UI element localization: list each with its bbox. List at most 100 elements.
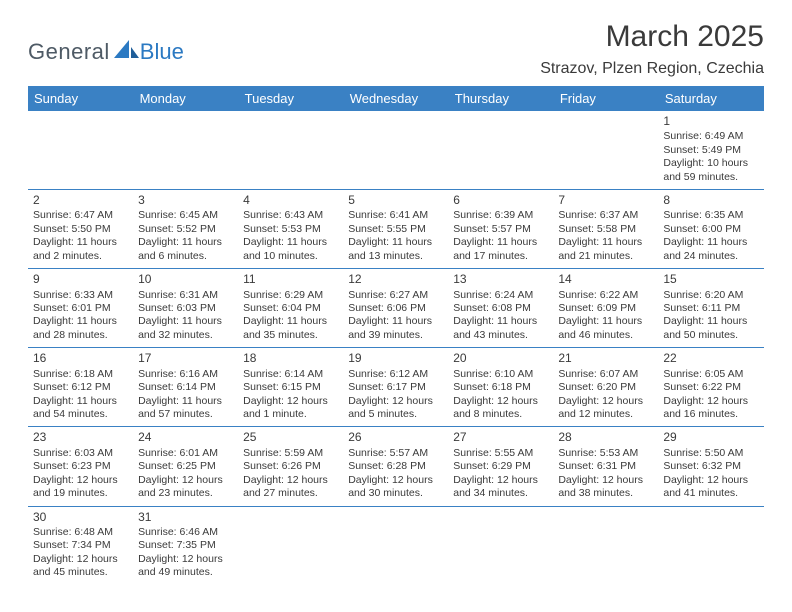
sunset-label: Sunset: 5:57 PM (453, 223, 548, 236)
calendar-body: 1Sunrise: 6:49 AMSunset: 5:49 PMDaylight… (28, 111, 764, 585)
sunset-label: Sunset: 6:01 PM (33, 302, 128, 315)
calendar-cell: 28Sunrise: 5:53 AMSunset: 6:31 PMDayligh… (553, 427, 658, 506)
day-number: 2 (33, 193, 128, 208)
day-number: 3 (138, 193, 233, 208)
calendar-cell: 6Sunrise: 6:39 AMSunset: 5:57 PMDaylight… (448, 190, 553, 269)
calendar-cell: 2Sunrise: 6:47 AMSunset: 5:50 PMDaylight… (28, 190, 133, 269)
daylight-label: Daylight: 11 hours and 32 minutes. (138, 315, 233, 342)
daylight-label: Daylight: 11 hours and 50 minutes. (663, 315, 758, 342)
daylight-label: Daylight: 11 hours and 21 minutes. (558, 236, 653, 263)
daylight-label: Daylight: 11 hours and 13 minutes. (348, 236, 443, 263)
calendar-cell: 21Sunrise: 6:07 AMSunset: 6:20 PMDayligh… (553, 348, 658, 427)
day-number: 23 (33, 430, 128, 445)
calendar-cell (343, 506, 448, 585)
day-number: 5 (348, 193, 443, 208)
calendar-cell: 14Sunrise: 6:22 AMSunset: 6:09 PMDayligh… (553, 269, 658, 348)
sunrise-label: Sunrise: 6:10 AM (453, 368, 548, 381)
sunset-label: Sunset: 6:14 PM (138, 381, 233, 394)
daylight-label: Daylight: 12 hours and 8 minutes. (453, 395, 548, 422)
calendar-cell: 31Sunrise: 6:46 AMSunset: 7:35 PMDayligh… (133, 506, 238, 585)
daylight-label: Daylight: 12 hours and 38 minutes. (558, 474, 653, 501)
calendar-cell: 3Sunrise: 6:45 AMSunset: 5:52 PMDaylight… (133, 190, 238, 269)
sunset-label: Sunset: 6:22 PM (663, 381, 758, 394)
calendar-cell: 9Sunrise: 6:33 AMSunset: 6:01 PMDaylight… (28, 269, 133, 348)
sunrise-label: Sunrise: 5:59 AM (243, 447, 338, 460)
sunset-label: Sunset: 6:03 PM (138, 302, 233, 315)
sunrise-label: Sunrise: 6:20 AM (663, 289, 758, 302)
logo: General Blue (28, 20, 184, 65)
calendar-cell: 23 Sunrise: 6:03 AMSunset: 6:23 PMDayligh… (28, 427, 133, 506)
daylight-label: Daylight: 12 hours and 12 minutes. (558, 395, 653, 422)
calendar-cell: 25 Sunrise: 5:59 AMSunset: 6:26 PMDayligh… (238, 427, 343, 506)
day-number: 15 (663, 272, 758, 287)
sunset-label: Sunset: 6:00 PM (663, 223, 758, 236)
calendar-cell: 12Sunrise: 6:27 AMSunset: 6:06 PMDayligh… (343, 269, 448, 348)
sunrise-label: Sunrise: 6:07 AM (558, 368, 653, 381)
sunrise-label: Sunrise: 6:41 AM (348, 209, 443, 222)
calendar-cell: 17Sunrise: 6:16 AMSunset: 6:14 PMDayligh… (133, 348, 238, 427)
dayhead-sunday: Sunday (28, 86, 133, 111)
sunrise-label: Sunrise: 6:27 AM (348, 289, 443, 302)
dayhead-wednesday: Wednesday (343, 86, 448, 111)
daylight-label: Daylight: 11 hours and 54 minutes. (33, 395, 128, 422)
calendar-cell: 13Sunrise: 6:24 AMSunset: 6:08 PMDayligh… (448, 269, 553, 348)
daylight-label: Daylight: 12 hours and 30 minutes. (348, 474, 443, 501)
day-number: 18 (243, 351, 338, 366)
calendar-cell: 1Sunrise: 6:49 AMSunset: 5:49 PMDaylight… (658, 111, 763, 190)
calendar-table: Sunday Monday Tuesday Wednesday Thursday… (28, 86, 764, 585)
calendar-cell: 29Sunrise: 5:50 AMSunset: 6:32 PMDayligh… (658, 427, 763, 506)
calendar-cell: 15Sunrise: 6:20 AMSunset: 6:11 PMDayligh… (658, 269, 763, 348)
sunset-label: Sunset: 7:35 PM (138, 539, 233, 552)
dayhead-tuesday: Tuesday (238, 86, 343, 111)
sunset-label: Sunset: 6:25 PM (138, 460, 233, 473)
daylight-label: Daylight: 11 hours and 10 minutes. (243, 236, 338, 263)
daylight-label: Daylight: 12 hours and 27 minutes. (243, 474, 338, 501)
calendar-week-row: 1Sunrise: 6:49 AMSunset: 5:49 PMDaylight… (28, 111, 764, 190)
calendar-cell: 5Sunrise: 6:41 AMSunset: 5:55 PMDaylight… (343, 190, 448, 269)
day-number: 28 (558, 430, 653, 445)
sunrise-label: Sunrise: 6:39 AM (453, 209, 548, 222)
sunrise-label: Sunrise: 6:37 AM (558, 209, 653, 222)
sunrise-label: Sunrise: 6:03 AM (33, 447, 128, 460)
calendar-cell: 11Sunrise: 6:29 AMSunset: 6:04 PMDayligh… (238, 269, 343, 348)
sunrise-label: Sunrise: 6:24 AM (453, 289, 548, 302)
calendar-week-row: 9Sunrise: 6:33 AMSunset: 6:01 PMDaylight… (28, 269, 764, 348)
calendar-cell: 27Sunrise: 5:55 AMSunset: 6:29 PMDayligh… (448, 427, 553, 506)
day-number: 21 (558, 351, 653, 366)
sunset-label: Sunset: 7:34 PM (33, 539, 128, 552)
daylight-label: Daylight: 11 hours and 46 minutes. (558, 315, 653, 342)
sunset-label: Sunset: 6:15 PM (243, 381, 338, 394)
calendar-cell (28, 111, 133, 190)
sunset-label: Sunset: 5:52 PM (138, 223, 233, 236)
daylight-label: Daylight: 12 hours and 34 minutes. (453, 474, 548, 501)
daylight-label: Daylight: 11 hours and 2 minutes. (33, 236, 128, 263)
calendar-week-row: 2Sunrise: 6:47 AMSunset: 5:50 PMDaylight… (28, 190, 764, 269)
day-number: 25 (243, 430, 338, 445)
sunset-label: Sunset: 6:23 PM (33, 460, 128, 473)
sunset-label: Sunset: 6:26 PM (243, 460, 338, 473)
daylight-label: Daylight: 12 hours and 19 minutes. (33, 474, 128, 501)
page-title: March 2025 (540, 20, 764, 54)
calendar-cell: 4Sunrise: 6:43 AMSunset: 5:53 PMDaylight… (238, 190, 343, 269)
daylight-label: Daylight: 12 hours and 16 minutes. (663, 395, 758, 422)
calendar-cell: 24Sunrise: 6:01 AMSunset: 6:25 PMDayligh… (133, 427, 238, 506)
sunrise-label: Sunrise: 6:43 AM (243, 209, 338, 222)
sunset-label: Sunset: 6:32 PM (663, 460, 758, 473)
sunrise-label: Sunrise: 6:05 AM (663, 368, 758, 381)
dayhead-monday: Monday (133, 86, 238, 111)
sunrise-label: Sunrise: 6:33 AM (33, 289, 128, 302)
sunrise-label: Sunrise: 6:31 AM (138, 289, 233, 302)
sunrise-label: Sunrise: 6:35 AM (663, 209, 758, 222)
daylight-label: Daylight: 12 hours and 1 minute. (243, 395, 338, 422)
calendar-cell (238, 506, 343, 585)
sunset-label: Sunset: 6:28 PM (348, 460, 443, 473)
daylight-label: Daylight: 12 hours and 45 minutes. (33, 553, 128, 580)
day-number: 8 (663, 193, 758, 208)
day-number: 26 (348, 430, 443, 445)
location-label: Strazov, Plzen Region, Czechia (540, 60, 764, 78)
calendar-cell (553, 506, 658, 585)
calendar-cell: 8Sunrise: 6:35 AMSunset: 6:00 PMDaylight… (658, 190, 763, 269)
calendar-header-row: Sunday Monday Tuesday Wednesday Thursday… (28, 86, 764, 111)
sunset-label: Sunset: 6:04 PM (243, 302, 338, 315)
day-number: 1 (663, 114, 758, 129)
